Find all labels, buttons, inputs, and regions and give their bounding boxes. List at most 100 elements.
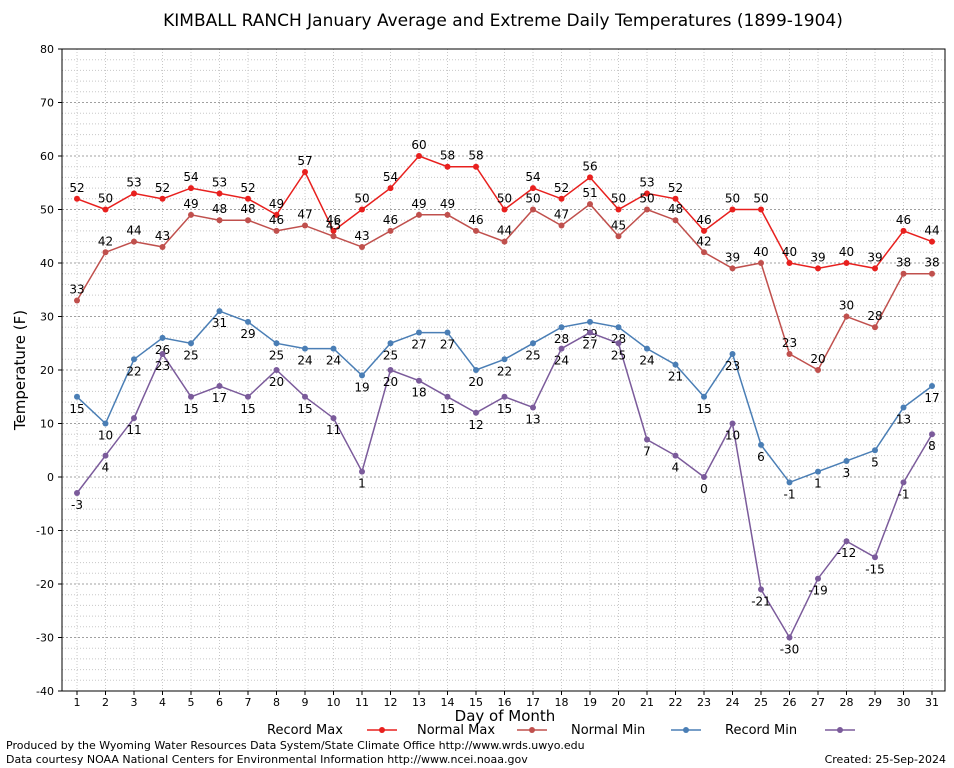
data-point-record-max bbox=[188, 185, 194, 192]
data-label-record-max: 50 bbox=[725, 192, 740, 206]
data-label-record-max: 56 bbox=[582, 159, 597, 173]
data-point-record-max bbox=[900, 227, 907, 234]
data-point-record-min bbox=[159, 350, 166, 357]
y-tick-label: 60 bbox=[40, 150, 54, 163]
data-point-normal-min bbox=[530, 340, 536, 347]
data-point-record-max bbox=[672, 195, 679, 202]
data-label-normal-max: 42 bbox=[696, 234, 711, 248]
x-tick-label: 2 bbox=[102, 696, 109, 709]
data-point-record-min bbox=[701, 474, 707, 480]
y-tick-label: 50 bbox=[40, 204, 54, 217]
data-point-record-min bbox=[758, 586, 764, 593]
data-label-normal-min: 29 bbox=[240, 327, 255, 341]
data-label-normal-max: 38 bbox=[896, 256, 911, 270]
data-label-record-min: 20 bbox=[383, 375, 398, 389]
data-label-record-max: 50 bbox=[354, 192, 369, 206]
data-point-record-min bbox=[729, 420, 736, 427]
data-point-normal-max bbox=[473, 227, 479, 234]
data-point-normal-max bbox=[273, 227, 280, 234]
data-point-normal-min bbox=[188, 340, 194, 347]
data-point-normal-min bbox=[359, 372, 365, 379]
x-tick-label: 12 bbox=[384, 696, 398, 709]
data-point-normal-max bbox=[330, 233, 337, 240]
data-label-normal-max: 48 bbox=[212, 202, 227, 216]
data-label-record-min: 4 bbox=[102, 461, 110, 475]
legend-marker bbox=[683, 727, 689, 733]
data-point-normal-max bbox=[587, 201, 593, 208]
data-point-record-min bbox=[872, 554, 878, 561]
data-label-record-min: 24 bbox=[554, 354, 569, 368]
legend-label: Normal Max bbox=[417, 723, 495, 738]
y-tick-label: 10 bbox=[40, 418, 54, 431]
data-point-record-min bbox=[444, 393, 451, 400]
x-tick-label: 30 bbox=[897, 696, 911, 709]
data-label-record-min: 17 bbox=[212, 391, 227, 405]
data-point-normal-max bbox=[387, 227, 394, 234]
x-tick-label: 29 bbox=[868, 696, 882, 709]
data-label-record-min: 8 bbox=[928, 439, 936, 453]
x-tick-label: 5 bbox=[188, 696, 195, 709]
data-point-normal-max bbox=[444, 211, 451, 218]
data-point-record-max bbox=[444, 163, 451, 170]
data-point-normal-max bbox=[929, 270, 935, 277]
data-label-normal-min: 17 bbox=[924, 391, 939, 405]
data-label-normal-min: 24 bbox=[297, 354, 312, 368]
data-point-record-max bbox=[131, 190, 137, 197]
legend-marker bbox=[379, 727, 385, 733]
data-label-record-max: 49 bbox=[269, 197, 284, 211]
data-point-record-max bbox=[102, 206, 109, 213]
series-record-max: 52 50 53 52 54 53 52 49 57 46 50 54 60 58 58 50 54 52 56 50… bbox=[69, 138, 940, 272]
y-tick-label: 20 bbox=[40, 364, 54, 377]
data-label-record-min: -1 bbox=[898, 487, 910, 501]
data-point-record-max bbox=[416, 153, 422, 159]
data-point-normal-min bbox=[558, 324, 565, 331]
data-point-normal-max bbox=[758, 260, 764, 266]
data-point-normal-min bbox=[245, 318, 251, 325]
legend-marker bbox=[529, 727, 535, 733]
data-point-record-max bbox=[587, 174, 593, 181]
data-label-record-min: 10 bbox=[725, 429, 740, 443]
data-label-normal-max: 50 bbox=[525, 192, 540, 206]
x-tick-label: 10 bbox=[327, 696, 341, 709]
x-tick-label: 11 bbox=[355, 696, 369, 709]
series-record-min: -341123151715201511120181512151324272574… bbox=[71, 329, 936, 657]
data-point-record-max bbox=[159, 195, 166, 202]
data-point-normal-min bbox=[74, 393, 80, 400]
data-point-normal-min bbox=[900, 404, 907, 411]
data-label-normal-min: 22 bbox=[126, 364, 141, 378]
data-point-normal-min bbox=[416, 329, 422, 336]
y-tick-label: 30 bbox=[40, 311, 54, 324]
data-label-normal-max: 46 bbox=[269, 213, 284, 227]
data-label-record-max: 54 bbox=[183, 170, 198, 184]
data-label-record-max: 50 bbox=[98, 192, 113, 206]
data-point-normal-min bbox=[387, 340, 394, 347]
data-point-record-max bbox=[644, 190, 650, 197]
legend-label: Record Max bbox=[267, 723, 343, 738]
data-point-record-min bbox=[387, 367, 394, 373]
data-label-record-max: 52 bbox=[668, 181, 683, 195]
y-tick-label: 80 bbox=[40, 43, 54, 56]
data-label-normal-max: 43 bbox=[354, 229, 369, 243]
x-tick-label: 26 bbox=[783, 696, 797, 709]
data-point-record-min bbox=[102, 452, 109, 459]
data-point-record-max bbox=[501, 206, 508, 213]
data-label-record-min: 15 bbox=[240, 402, 255, 416]
data-point-record-max bbox=[558, 195, 565, 202]
data-point-normal-max bbox=[216, 217, 223, 224]
data-point-normal-max bbox=[416, 211, 422, 218]
data-point-normal-min bbox=[843, 457, 850, 464]
legend-item-record-max: Record Max bbox=[267, 723, 397, 738]
data-label-normal-max: 48 bbox=[240, 202, 255, 216]
data-point-normal-min bbox=[273, 340, 280, 347]
data-label-normal-max: 47 bbox=[297, 208, 312, 222]
x-tick-label: 14 bbox=[441, 696, 455, 709]
data-point-normal-min bbox=[501, 356, 508, 363]
data-point-normal-max bbox=[131, 238, 137, 245]
data-label-normal-max: 20 bbox=[810, 352, 825, 366]
x-axis-ticks: 1 2 3 4 5 6 7 8 9 10 11 12 13 14 15 16 17 18 19 20 21 22 23 24 2… bbox=[74, 691, 939, 709]
data-point-normal-max bbox=[159, 243, 166, 250]
data-point-normal-min bbox=[644, 345, 650, 352]
data-point-normal-min bbox=[872, 447, 878, 454]
x-tick-label: 18 bbox=[555, 696, 569, 709]
data-point-normal-min bbox=[701, 393, 707, 400]
